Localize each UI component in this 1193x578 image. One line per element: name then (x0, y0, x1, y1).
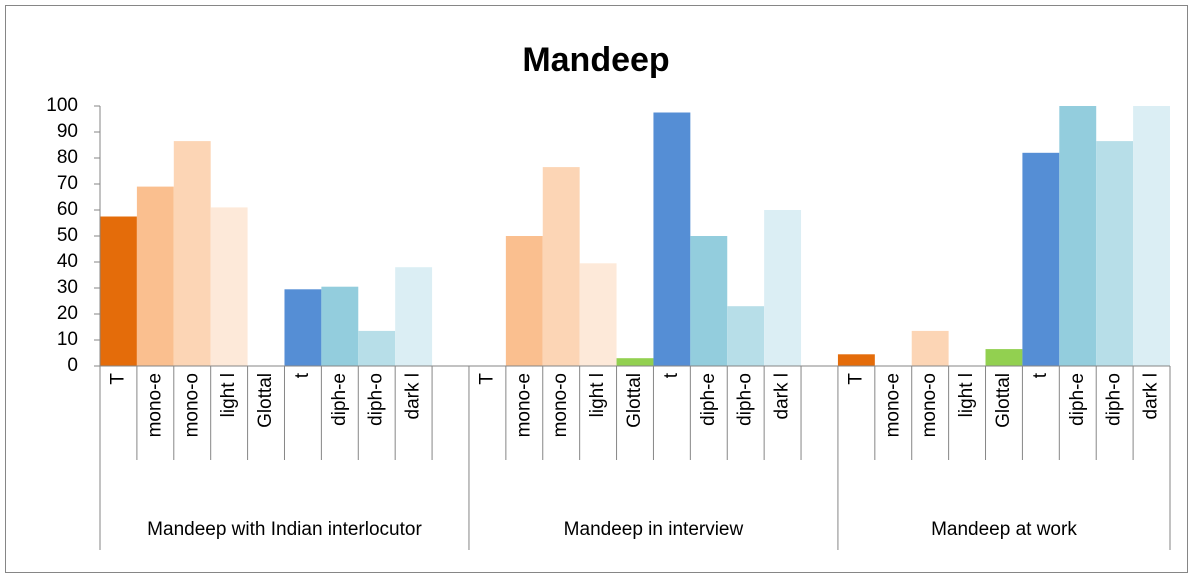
x-tick-label: diph-e (329, 373, 350, 426)
x-tick-label: mono-o (181, 373, 202, 437)
bar (173, 141, 211, 366)
y-tick-label: 0 (67, 355, 78, 376)
bar (1059, 106, 1097, 366)
x-tick-label: dark l (403, 373, 424, 419)
x-tick-label: t (1030, 372, 1051, 378)
bar (985, 349, 1023, 366)
bar (579, 263, 617, 366)
x-tick-label: mono-e (144, 373, 165, 437)
x-tick-label: diph-e (1067, 373, 1088, 426)
bar (837, 354, 875, 366)
bar (542, 167, 580, 366)
x-tick-label: mono-e (513, 373, 534, 437)
bar (1096, 141, 1134, 366)
x-tick-label: T (476, 373, 497, 385)
y-tick-label: 100 (46, 95, 78, 116)
bar (911, 330, 949, 366)
x-tick-label: Glottal (993, 373, 1014, 428)
y-tick-label: 70 (57, 173, 78, 194)
bar (505, 236, 543, 366)
x-tick-label: T (845, 373, 866, 385)
x-tick-label: t (292, 372, 313, 378)
y-tick-label: 40 (57, 251, 78, 272)
bar (358, 330, 396, 366)
bar (100, 216, 137, 366)
bar (395, 267, 433, 366)
bar (136, 186, 174, 366)
y-tick-label: 30 (57, 277, 78, 298)
bar (1022, 152, 1060, 366)
x-tick-label: Glottal (255, 373, 276, 428)
group-label: Mandeep with Indian interlocutor (147, 519, 422, 540)
bar (284, 289, 322, 366)
x-tick-label: light l (587, 373, 608, 417)
y-tick-label: 60 (57, 199, 78, 220)
x-tick-label: mono-o (919, 373, 940, 437)
x-tick-label: diph-o (366, 373, 387, 426)
bar (727, 306, 765, 366)
x-tick-label: diph-o (735, 373, 756, 426)
x-tick-label: diph-e (698, 373, 719, 426)
bar (653, 112, 691, 366)
x-tick-label: dark l (772, 373, 793, 419)
y-tick-label: 80 (57, 147, 78, 168)
x-tick-label: T (107, 373, 128, 385)
y-tick-label: 20 (57, 303, 78, 324)
group-label: Mandeep at work (931, 519, 1077, 540)
x-tick-label: light l (956, 373, 977, 417)
y-tick-label: 50 (57, 225, 78, 246)
y-tick-label: 90 (57, 121, 78, 142)
bar (321, 286, 359, 366)
x-tick-label: mono-o (550, 373, 571, 437)
x-tick-label: t (661, 372, 682, 378)
y-tick-label: 10 (57, 329, 78, 350)
bar (764, 210, 802, 366)
x-tick-label: mono-e (882, 373, 903, 437)
chart-title: Mandeep (522, 41, 669, 79)
x-tick-label: dark l (1141, 373, 1162, 419)
group-label: Mandeep in interview (564, 519, 744, 540)
bar (690, 236, 728, 366)
x-tick-label: light l (218, 373, 239, 417)
bar (210, 207, 248, 366)
x-tick-label: Glottal (624, 373, 645, 428)
bar (616, 358, 654, 366)
x-tick-label: diph-o (1104, 373, 1125, 426)
bar (1133, 106, 1170, 366)
